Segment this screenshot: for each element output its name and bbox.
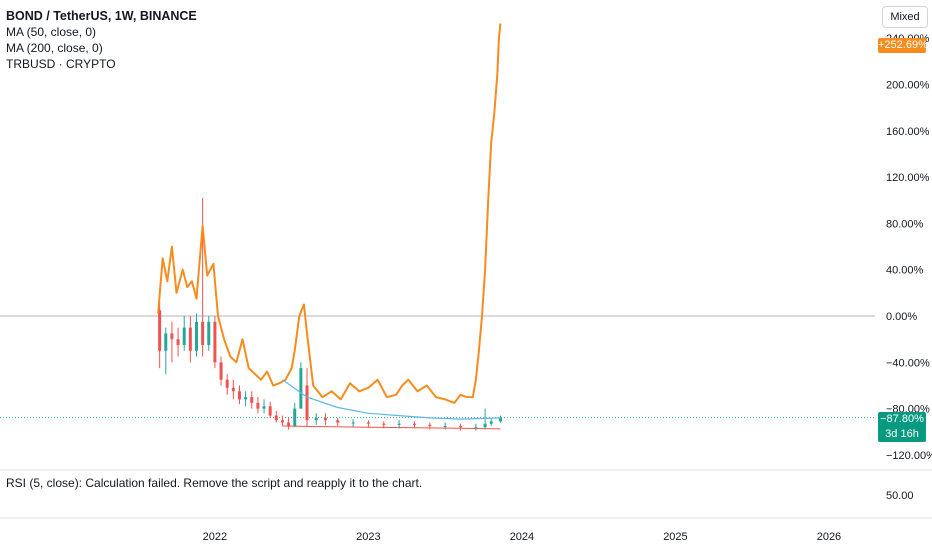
y-tick-label: −40.00%	[886, 357, 930, 369]
ma200-legend[interactable]: MA (200, close, 0)	[6, 41, 103, 55]
candle-body	[293, 408, 297, 427]
bond-last-price-badge: −87.80% 3d 16h	[878, 412, 926, 442]
candle-body	[305, 385, 309, 421]
candle-body	[498, 417, 502, 422]
candle-body	[274, 415, 278, 421]
x-tick-label: 2025	[663, 531, 687, 543]
candle-body	[287, 422, 291, 427]
candle-body	[314, 417, 318, 421]
y-tick-label: 120.00%	[886, 172, 930, 184]
compare-legend[interactable]: TRBUSD · CRYPTO	[6, 57, 116, 71]
bond-last-value: −87.80%	[880, 413, 924, 425]
candle-body	[336, 420, 340, 423]
candle-body	[244, 397, 248, 400]
candle-body	[323, 417, 327, 421]
candle-body	[483, 423, 487, 428]
candle-body	[219, 362, 223, 380]
candle-body	[351, 422, 355, 424]
candle-body	[382, 423, 386, 425]
x-tick-label: 2024	[510, 531, 534, 543]
candle-body	[366, 422, 370, 424]
candle-body	[428, 424, 432, 427]
candle-body	[213, 321, 217, 363]
candle-body	[397, 423, 401, 425]
candle-body	[474, 427, 478, 429]
candle-body	[268, 406, 272, 416]
candle-body	[231, 387, 235, 392]
candle-body	[188, 327, 192, 351]
candle-body	[207, 321, 211, 345]
candle-body	[459, 426, 463, 428]
chart-legend: BOND / TetherUS, 1W, BINANCE MA (50, clo…	[6, 8, 197, 72]
candle-body	[250, 397, 254, 403]
x-tick-label: 2026	[817, 531, 841, 543]
y-tick-label: 0.00%	[886, 311, 917, 323]
candle-body	[412, 423, 416, 425]
x-tick-label: 2023	[356, 531, 380, 543]
bar-countdown: 3d 16h	[885, 428, 919, 440]
ma50-legend[interactable]: MA (50, close, 0)	[6, 25, 97, 39]
ma200-line	[282, 379, 501, 420]
candle-body	[201, 321, 205, 345]
candle-body	[170, 333, 174, 340]
y-tick-label: 80.00%	[886, 218, 924, 230]
candle-body	[262, 406, 266, 409]
candle-body	[256, 402, 260, 409]
candle-body	[182, 327, 186, 345]
candle-body	[489, 421, 493, 424]
ma50-line	[282, 425, 501, 430]
candle-body	[280, 420, 284, 423]
candle-body	[237, 391, 241, 400]
candle-body	[176, 339, 180, 345]
candle-body	[164, 333, 168, 351]
y-tick-label: −120.00%	[886, 450, 932, 462]
scale-mode-button[interactable]: Mixed	[882, 6, 928, 28]
symbol-title[interactable]: BOND / TetherUS, 1W, BINANCE	[6, 9, 197, 23]
y-tick-label: 200.00%	[886, 80, 930, 92]
x-tick-label: 2022	[203, 531, 227, 543]
trb-compare-line	[157, 23, 502, 404]
y-tick-label: 160.00%	[886, 126, 930, 138]
candle-body	[299, 368, 303, 409]
rsi-tick-label: 50.00	[886, 490, 914, 502]
candle-body	[158, 310, 162, 351]
y-tick-label: 40.00%	[886, 265, 924, 277]
rsi-error-message: RSI (5, close): Calculation failed. Remo…	[6, 476, 423, 490]
candle-body	[443, 426, 447, 428]
trb-last-price-badge: +252.69%	[878, 38, 928, 53]
candle-body	[194, 321, 198, 351]
candle-body	[225, 379, 229, 388]
